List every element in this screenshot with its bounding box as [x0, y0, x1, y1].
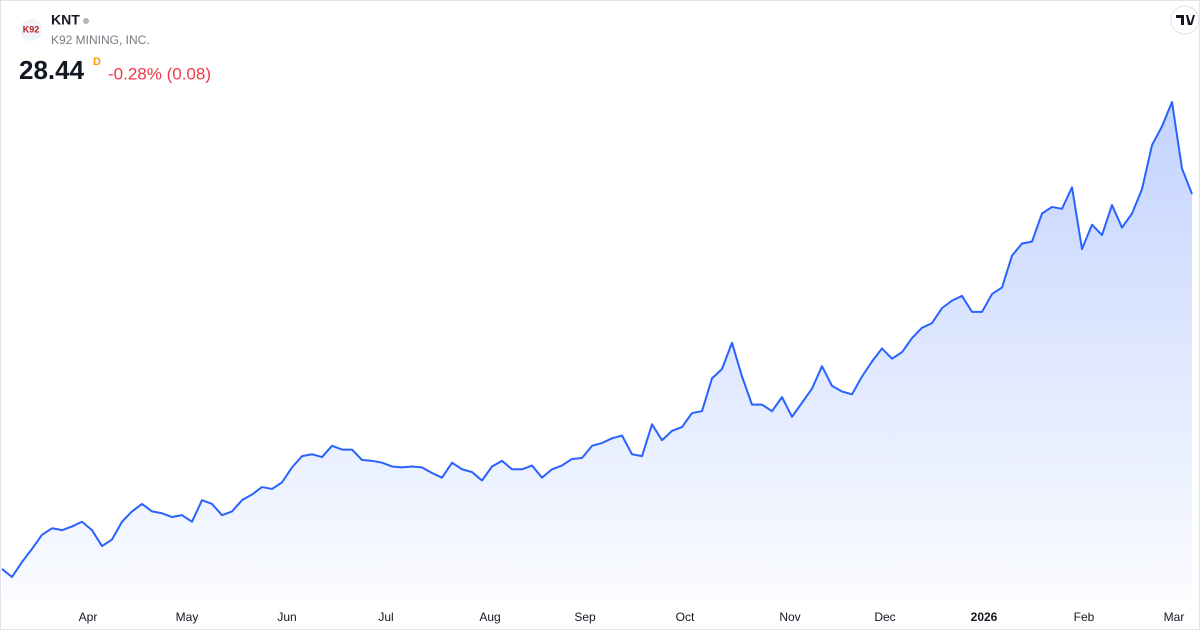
x-tick-label: 2026 — [971, 610, 998, 624]
x-tick-label: Jul — [378, 610, 393, 624]
x-tick-label: Aug — [479, 610, 500, 624]
company-name: K92 MINING, INC. — [51, 33, 150, 47]
change: -0.28% (0.08) — [108, 64, 211, 83]
x-tick-label: Dec — [874, 610, 895, 624]
x-tick-label: Apr — [79, 610, 98, 624]
price: 28.44 — [19, 55, 85, 85]
x-tick-label: Mar — [1164, 610, 1185, 624]
status-dot — [83, 18, 89, 24]
x-tick-label: Jun — [277, 610, 296, 624]
logo: K92 — [23, 24, 40, 34]
logo-bg — [20, 19, 42, 41]
tv-logo — [1170, 5, 1200, 35]
x-tick-label: Sep — [574, 610, 596, 624]
interval: D — [93, 56, 101, 68]
x-tick-label: Feb — [1074, 610, 1095, 624]
area-fill — [2, 102, 1192, 600]
symbol: KNT — [51, 12, 80, 28]
x-tick-label: Oct — [676, 610, 695, 624]
x-tick-label: May — [176, 610, 199, 624]
price-line — [1, 101, 1193, 578]
x-tick-label: Nov — [779, 610, 800, 624]
